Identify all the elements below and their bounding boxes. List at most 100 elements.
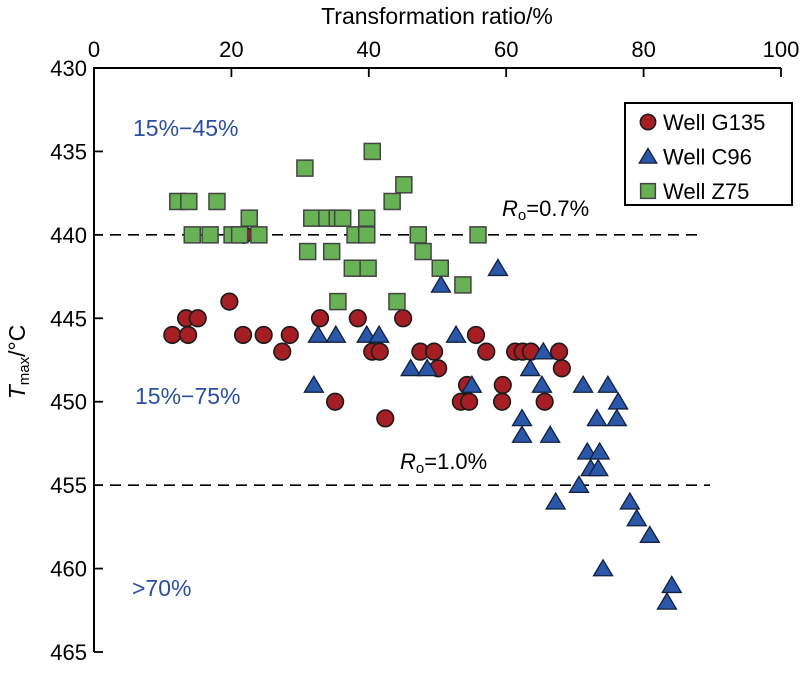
ro-0.7-label: Ro=0.7%	[502, 196, 589, 224]
data-point-well-z75	[469, 226, 487, 244]
data-point-well-g135	[376, 409, 395, 428]
data-point-well-g135	[552, 359, 571, 378]
data-point-well-c96	[607, 391, 629, 410]
data-point-well-c96	[531, 374, 553, 393]
data-point-well-z75	[388, 292, 406, 311]
y-tick-label: 465	[50, 640, 87, 665]
data-point-well-g135	[477, 342, 496, 361]
legend-marker-square	[639, 182, 657, 200]
y-tick-label: 455	[50, 473, 87, 498]
series-well-g135	[163, 225, 571, 428]
data-point-well-z75	[359, 259, 377, 277]
data-point-well-c96	[430, 274, 452, 293]
data-point-well-z75	[298, 242, 317, 261]
data-point-well-g135	[535, 392, 554, 411]
data-point-well-z75	[201, 226, 219, 244]
data-point-well-g135	[493, 375, 512, 395]
data-point-well-c96	[519, 358, 541, 377]
data-point-well-c96	[487, 258, 509, 277]
data-point-well-z75	[363, 142, 381, 161]
data-point-well-c96	[586, 408, 608, 427]
data-point-well-z75	[395, 176, 413, 194]
data-point-well-c96	[587, 458, 609, 477]
y-axis-title: Tmax/°C	[4, 325, 33, 400]
data-point-well-g135	[394, 309, 413, 328]
y-tick-label: 450	[50, 390, 87, 415]
data-point-well-c96	[588, 441, 611, 460]
data-point-well-g135	[179, 325, 198, 345]
data-point-well-c96	[416, 358, 438, 377]
data-point-well-c96	[661, 575, 683, 594]
legend-label: Well G135	[663, 110, 765, 135]
data-point-well-c96	[511, 425, 533, 443]
data-point-well-z75	[303, 209, 321, 227]
data-point-well-c96	[539, 425, 561, 443]
data-point-well-c96	[597, 374, 619, 393]
data-point-well-c96	[303, 374, 325, 393]
data-point-well-g135	[310, 309, 330, 328]
data-point-well-z75	[343, 259, 362, 277]
data-point-well-g135	[220, 292, 239, 311]
y-tick-label: 435	[50, 139, 87, 164]
data-point-well-c96	[656, 591, 678, 610]
data-point-well-z75	[357, 209, 376, 227]
data-point-well-g135	[492, 392, 512, 411]
data-point-well-g135	[348, 309, 367, 328]
data-point-well-c96	[511, 408, 533, 427]
x-tick-label: 20	[219, 37, 243, 62]
data-point-well-c96	[568, 475, 590, 493]
series-well-c96	[303, 258, 683, 610]
data-point-well-z75	[230, 226, 249, 244]
data-point-well-g135	[280, 325, 299, 345]
data-point-well-z75	[250, 226, 268, 244]
data-point-well-g135	[254, 325, 273, 345]
data-point-well-z75	[454, 276, 472, 294]
legend: Well G135 Well C96 Well Z75	[624, 102, 793, 206]
data-point-well-c96	[545, 491, 567, 510]
legend-label: Well Z75	[663, 179, 749, 204]
data-point-well-z75	[383, 192, 401, 211]
axis-ticks: 0 20 40 60 80 100 430 435 440 445 450 455 460 465	[50, 37, 799, 665]
y-tick-label: 460	[50, 557, 87, 582]
data-point-well-c96	[626, 508, 648, 527]
data-point-well-z75	[183, 226, 201, 244]
data-point-well-c96	[400, 358, 422, 377]
data-point-well-z75	[357, 226, 376, 244]
data-point-well-g135	[233, 325, 253, 345]
zone-annotation-gt70: >70%	[132, 575, 191, 601]
legend-marker-triangle	[638, 147, 658, 164]
data-point-well-c96	[639, 525, 661, 544]
data-point-well-z75	[333, 209, 352, 227]
data-point-well-c96	[592, 558, 614, 577]
data-point-well-g135	[460, 392, 479, 411]
data-point-well-g135	[188, 309, 207, 328]
y-tick-label: 440	[50, 223, 87, 248]
x-tick-label: 40	[357, 37, 381, 62]
data-point-well-g135	[466, 325, 486, 345]
y-tick-label: 445	[50, 306, 87, 331]
data-point-well-c96	[572, 374, 594, 393]
data-point-well-z75	[414, 242, 432, 261]
data-point-well-z75	[409, 226, 428, 244]
x-tick-label: 60	[494, 37, 518, 62]
data-point-well-z75	[431, 259, 449, 277]
data-point-well-z75	[240, 209, 259, 227]
zone-annotation-15-45: 15%−45%	[133, 115, 239, 141]
data-point-well-g135	[370, 342, 389, 361]
data-point-well-c96	[445, 324, 467, 343]
data-point-well-c96	[619, 491, 641, 510]
x-axis-title: Transformation ratio/%	[321, 3, 553, 29]
legend-label: Well C96	[663, 145, 752, 170]
zone-annotation-15-75: 15%−75%	[135, 383, 241, 409]
data-point-well-c96	[325, 324, 347, 343]
data-point-well-c96	[368, 324, 390, 343]
data-point-well-c96	[307, 324, 329, 343]
data-point-well-z75	[322, 242, 341, 261]
x-tick-label: 80	[631, 37, 655, 62]
data-point-well-z75	[208, 192, 226, 211]
data-point-well-z75	[296, 159, 314, 177]
data-point-well-c96	[606, 408, 628, 427]
data-point-well-c96	[461, 374, 483, 393]
